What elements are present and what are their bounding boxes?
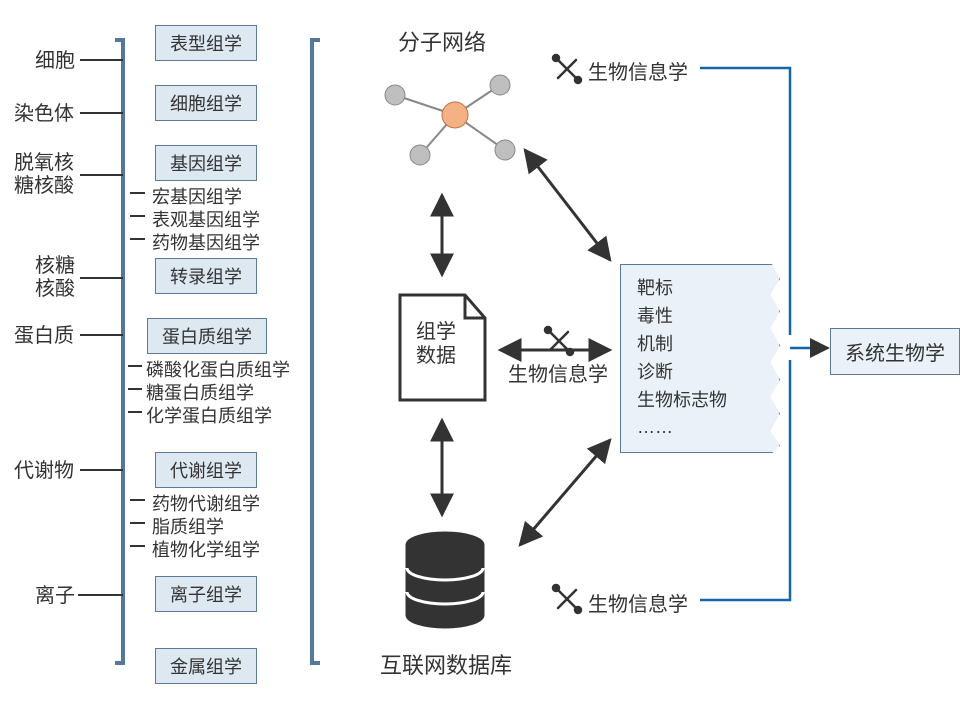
omics-box: 离子组学 xyxy=(155,576,257,612)
tools-icon-top xyxy=(553,55,581,83)
result-item: 毒性 xyxy=(637,303,763,331)
omics-box: 基因组学 xyxy=(155,145,257,181)
omics-box: 细胞组学 xyxy=(155,85,257,121)
omics-box: 转录组学 xyxy=(155,258,257,294)
left-label: 离子 xyxy=(35,585,75,608)
left-label: 脱氧核糖核酸 xyxy=(14,152,74,198)
tools-icon-bottom xyxy=(553,585,581,613)
result-item: 机制 xyxy=(637,331,763,359)
bioinfo-bottom: 生物信息学 xyxy=(588,588,688,617)
left-label: 代谢物 xyxy=(14,460,74,483)
result-item: …… xyxy=(637,414,763,442)
tools-icon-mid xyxy=(545,327,573,355)
sub-item: 药物基因组学 xyxy=(152,229,260,255)
left-label: 细胞 xyxy=(35,50,75,73)
connector-layer xyxy=(0,0,960,705)
result-item: 诊断 xyxy=(637,359,763,387)
omics-box: 表型组学 xyxy=(155,25,257,61)
result-item: 靶标 xyxy=(637,275,763,303)
doc-label: 组学数据 xyxy=(416,320,456,368)
left-bracket xyxy=(115,40,123,663)
left-label: 染色体 xyxy=(14,103,74,126)
sub-item: 植物化学组学 xyxy=(152,536,260,562)
bioinfo-mid: 生物信息学 xyxy=(508,358,608,387)
omics-box: 金属组学 xyxy=(155,648,257,684)
network-title: 分子网络 xyxy=(398,25,486,57)
result-box: 靶标 毒性 机制 诊断 生物标志物 …… xyxy=(620,264,780,453)
left-label: 核糖核酸 xyxy=(35,255,75,301)
result-item: 生物标志物 xyxy=(637,387,763,415)
sub-item: 化学蛋白质组学 xyxy=(146,402,272,428)
database-title: 互联网数据库 xyxy=(380,648,512,680)
network-icon xyxy=(395,85,505,155)
omics-box: 蛋白质组学 xyxy=(147,318,267,354)
system-biology-box: 系统生物学 xyxy=(830,328,960,375)
left-label: 蛋白质 xyxy=(14,325,74,348)
bioinfo-top: 生物信息学 xyxy=(588,56,688,85)
omics-box: 代谢组学 xyxy=(155,452,257,488)
right-bracket xyxy=(312,40,320,663)
database-icon xyxy=(407,533,483,627)
